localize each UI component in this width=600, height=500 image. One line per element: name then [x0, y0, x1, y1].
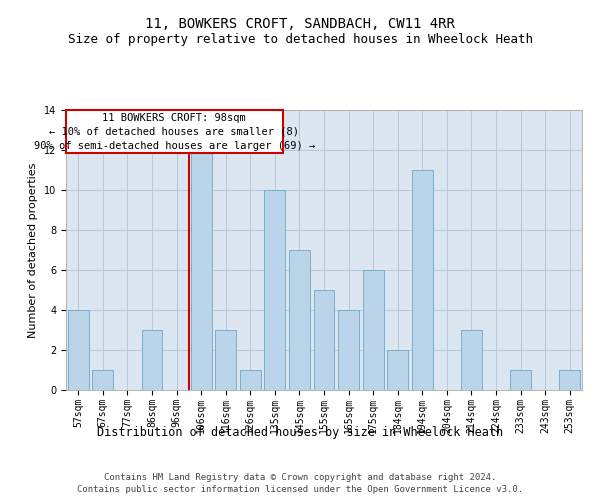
- Bar: [92, 370, 113, 390]
- Bar: [68, 310, 89, 390]
- FancyBboxPatch shape: [66, 110, 283, 154]
- Bar: [289, 250, 310, 390]
- Text: Contains public sector information licensed under the Open Government Licence v3: Contains public sector information licen…: [77, 486, 523, 494]
- Bar: [338, 310, 359, 390]
- Bar: [191, 150, 212, 390]
- Bar: [559, 370, 580, 390]
- Text: 11, BOWKERS CROFT, SANDBACH, CW11 4RR: 11, BOWKERS CROFT, SANDBACH, CW11 4RR: [145, 18, 455, 32]
- Bar: [314, 290, 334, 390]
- Bar: [265, 190, 286, 390]
- Text: 11 BOWKERS CROFT: 98sqm
← 10% of detached houses are smaller (8)
90% of semi-det: 11 BOWKERS CROFT: 98sqm ← 10% of detache…: [34, 112, 315, 150]
- Bar: [387, 350, 408, 390]
- Bar: [142, 330, 163, 390]
- Bar: [240, 370, 261, 390]
- Bar: [412, 170, 433, 390]
- Y-axis label: Number of detached properties: Number of detached properties: [28, 162, 38, 338]
- Bar: [362, 270, 383, 390]
- Bar: [461, 330, 482, 390]
- Bar: [215, 330, 236, 390]
- Text: Contains HM Land Registry data © Crown copyright and database right 2024.: Contains HM Land Registry data © Crown c…: [104, 473, 496, 482]
- Text: Size of property relative to detached houses in Wheelock Heath: Size of property relative to detached ho…: [67, 32, 533, 46]
- Bar: [510, 370, 531, 390]
- Text: Distribution of detached houses by size in Wheelock Heath: Distribution of detached houses by size …: [97, 426, 503, 439]
